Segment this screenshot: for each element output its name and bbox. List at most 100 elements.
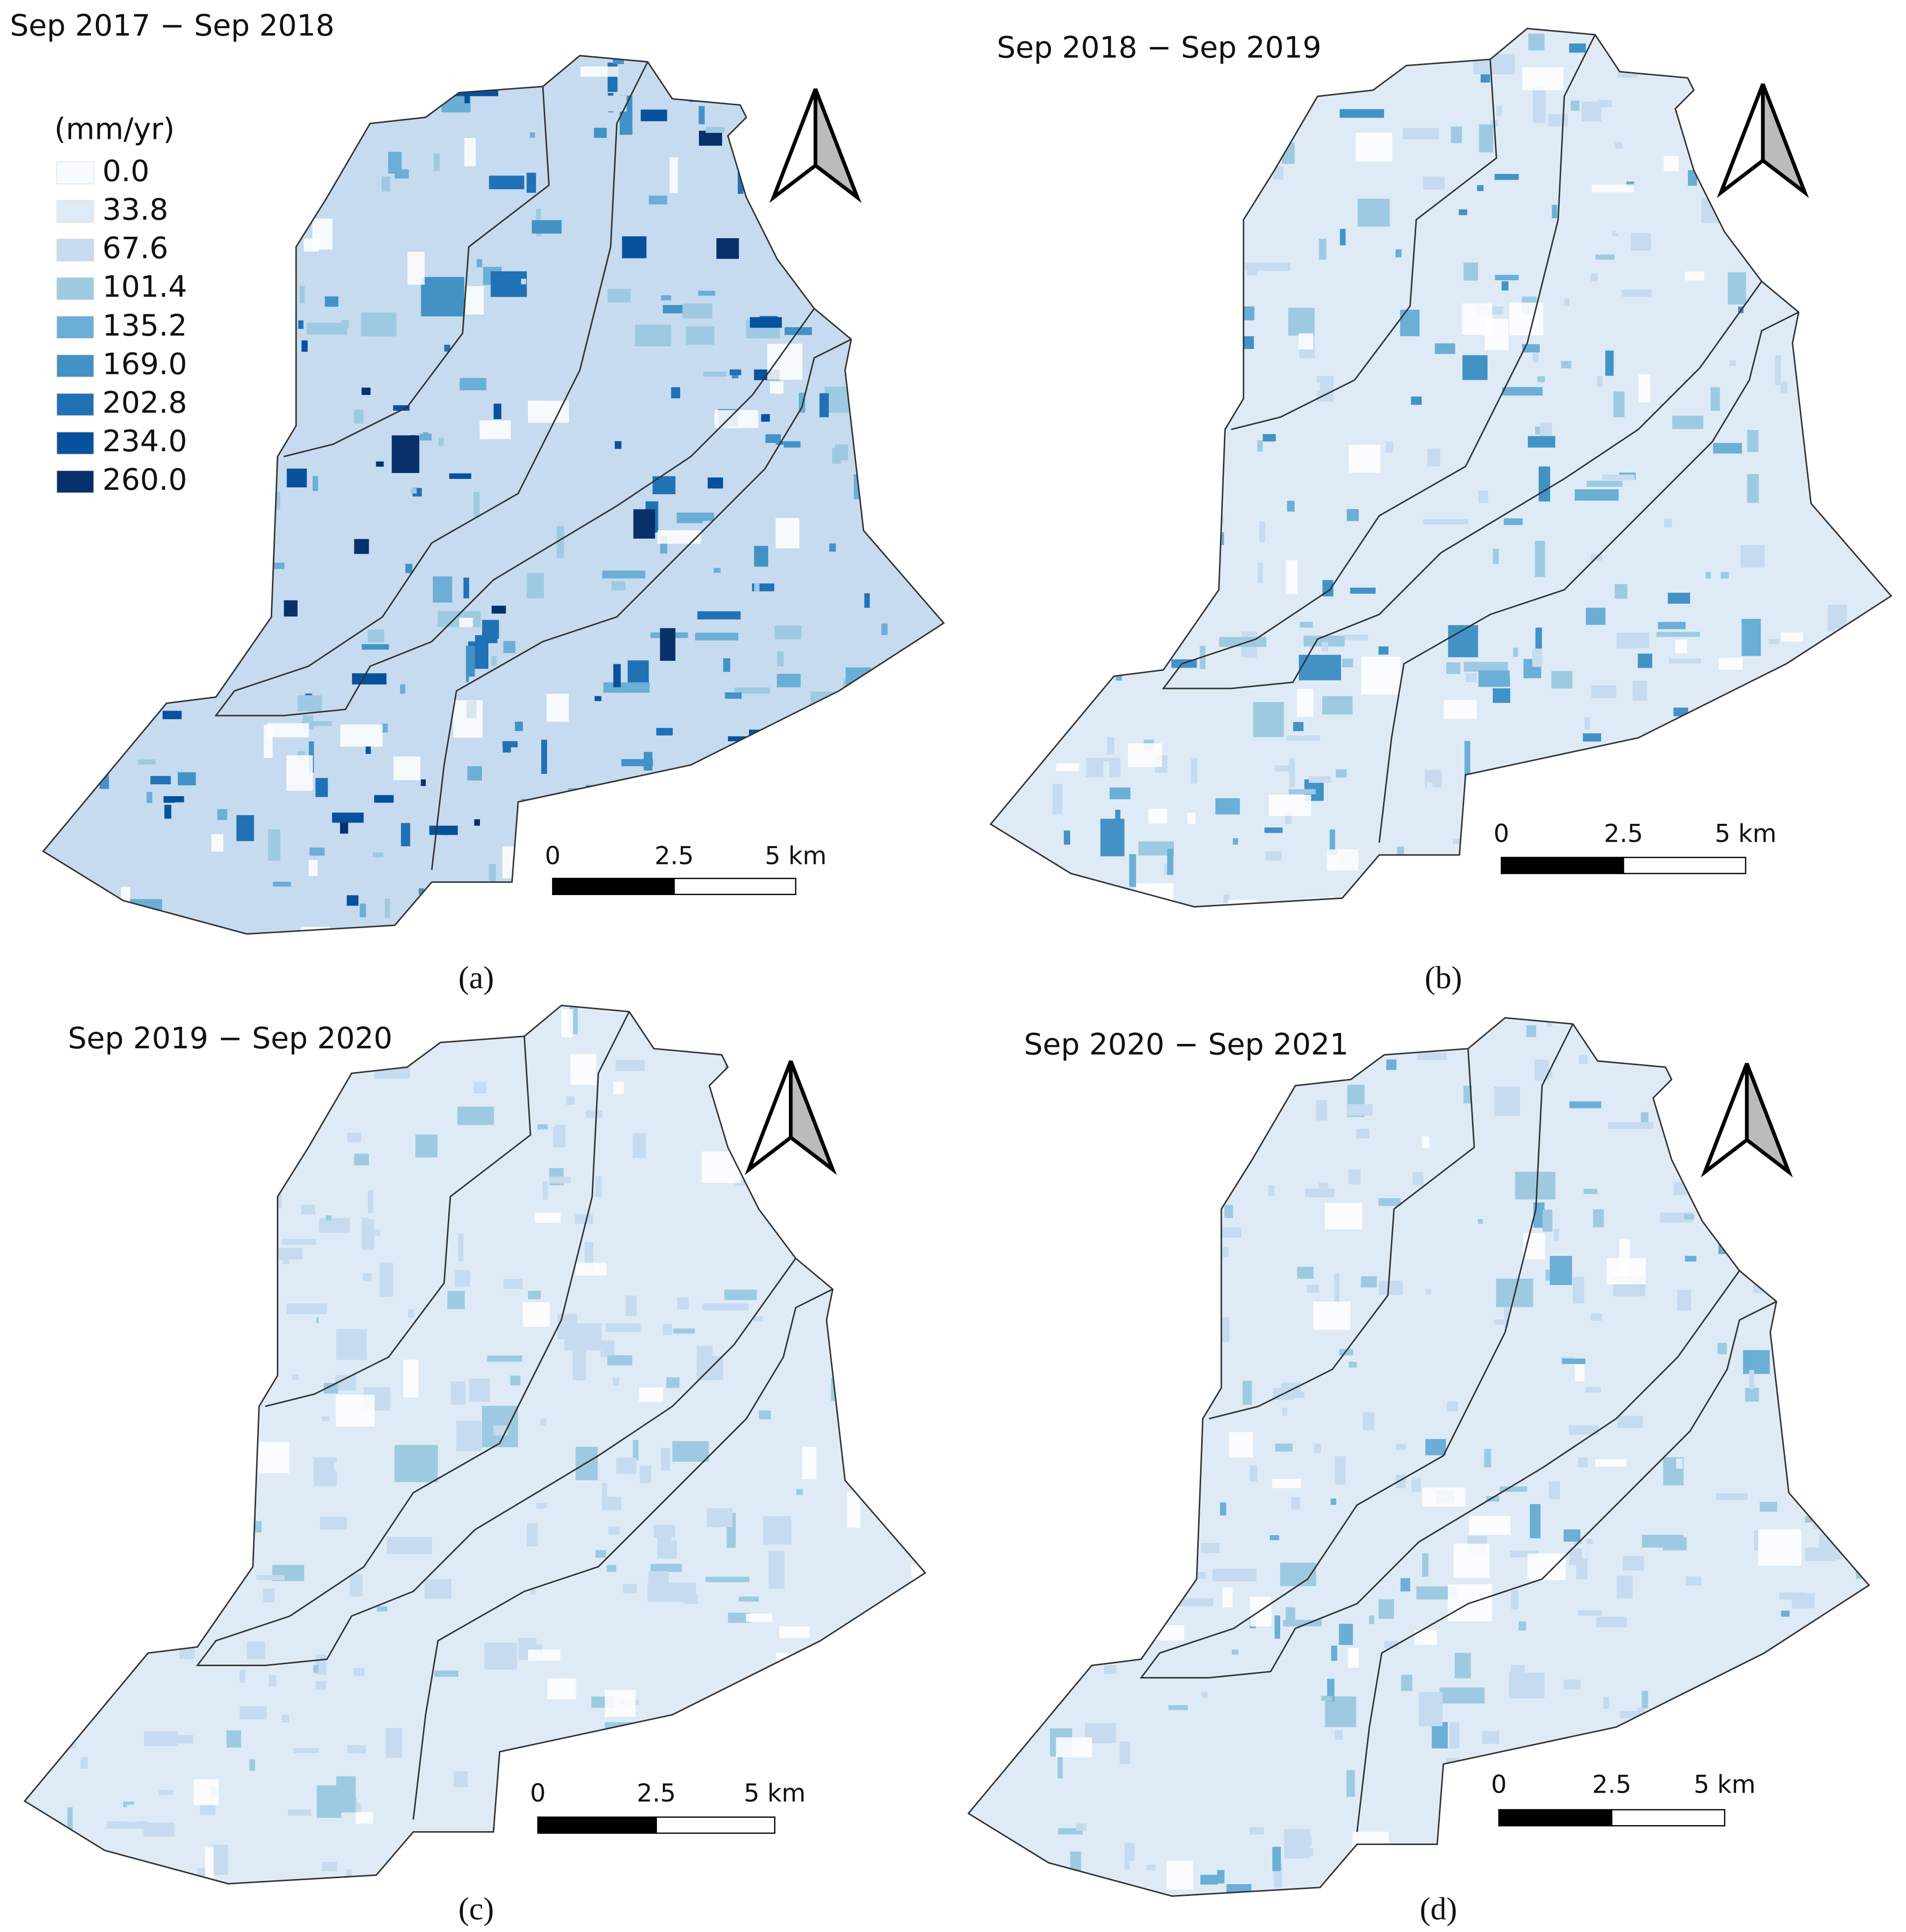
raster-patch	[1335, 1730, 1343, 1740]
raster-patch	[1100, 818, 1125, 857]
raster-patch	[199, 158, 215, 173]
raster-patch	[1125, 568, 1139, 593]
raster-patch	[701, 1201, 714, 1207]
raster-patch	[1563, 1679, 1581, 1690]
raster-patch	[1664, 518, 1672, 528]
no-data-patch	[1297, 688, 1313, 717]
raster-patch	[1286, 735, 1320, 741]
raster-patch	[843, 1311, 858, 1319]
raster-patch	[177, 772, 196, 785]
raster-patch	[474, 1081, 486, 1094]
scale-bar-label: 5 km	[1694, 1770, 1756, 1799]
raster-patch	[434, 1670, 459, 1677]
raster-patch	[268, 1675, 276, 1686]
raster-patch	[1814, 1838, 1822, 1856]
raster-patch	[566, 261, 580, 294]
no-data-patch	[605, 1690, 636, 1717]
raster-patch	[73, 1086, 82, 1113]
raster-patch	[382, 176, 390, 192]
raster-patch	[1544, 1611, 1557, 1632]
raster-patch	[1549, 1481, 1560, 1500]
raster-patch	[1584, 717, 1590, 730]
raster-patch	[1001, 123, 1009, 139]
raster-patch	[322, 1416, 330, 1421]
raster-patch	[526, 1523, 538, 1546]
raster-patch	[1102, 532, 1109, 543]
raster-patch	[1178, 343, 1187, 365]
raster-patch	[510, 1375, 520, 1386]
raster-patch	[491, 656, 497, 666]
raster-patch	[290, 286, 296, 292]
raster-patch	[1147, 1317, 1168, 1325]
raster-patch	[1052, 783, 1063, 815]
raster-patch	[1282, 1408, 1288, 1416]
raster-patch	[865, 622, 882, 637]
raster-patch	[159, 1790, 173, 1795]
raster-patch	[374, 795, 394, 803]
raster-patch	[39, 1350, 49, 1356]
raster-patch	[53, 1141, 82, 1151]
raster-patch	[282, 1239, 316, 1245]
raster-patch	[1423, 176, 1445, 190]
raster-patch	[757, 931, 764, 934]
raster-patch	[1816, 1698, 1828, 1708]
raster-patch	[419, 888, 425, 895]
raster-patch	[1717, 1343, 1727, 1355]
region-outline	[42, 55, 945, 935]
raster-patch	[405, 1457, 412, 1463]
raster-patch	[325, 1215, 332, 1221]
no-data-patch	[926, 464, 944, 483]
scale-bar-label: 5 km	[765, 841, 826, 870]
no-data-patch	[91, 70, 128, 83]
raster-patch	[1178, 1598, 1213, 1606]
raster-patch	[917, 1691, 923, 1699]
raster-patch	[365, 746, 371, 754]
raster-patch	[575, 1447, 598, 1480]
no-data-patch	[1056, 1737, 1092, 1758]
raster-patch	[621, 1125, 634, 1134]
raster-patch	[276, 1185, 282, 1209]
raster-patch	[1828, 1635, 1836, 1654]
raster-patch	[667, 816, 682, 821]
raster-patch	[892, 693, 899, 720]
no-data-patch	[1509, 302, 1544, 336]
raster-patch	[668, 1126, 690, 1141]
raster-patch	[1132, 1180, 1161, 1192]
raster-patch	[919, 835, 929, 841]
raster-patch	[1340, 109, 1385, 118]
raster-patch	[847, 233, 854, 266]
raster-patch	[1001, 1285, 1046, 1298]
raster-patch	[1067, 332, 1082, 339]
raster-patch	[411, 488, 417, 494]
raster-patch	[892, 765, 898, 778]
raster-patch	[643, 811, 650, 817]
legend: (mm/yr)0.033.867.6101.4135.2169.0202.823…	[54, 112, 187, 497]
raster-patch	[188, 371, 199, 377]
no-data-patch	[1469, 1516, 1511, 1535]
raster-patch	[1641, 460, 1657, 473]
raster-patch	[756, 444, 784, 453]
raster-patch	[1856, 1543, 1869, 1579]
raster-patch	[542, 1181, 548, 1200]
district-boundary	[283, 86, 550, 458]
raster-patch	[74, 1342, 104, 1349]
raster-patch	[1557, 814, 1569, 826]
raster-patch	[1195, 174, 1226, 190]
raster-patch	[615, 1060, 645, 1072]
no-data-patch	[1327, 849, 1358, 871]
no-data-patch	[884, 1025, 918, 1047]
raster-patch	[334, 1462, 367, 1471]
no-data-patch	[71, 1876, 94, 1884]
raster-patch	[793, 902, 798, 918]
raster-patch	[69, 1464, 83, 1488]
raster-patch	[607, 289, 631, 302]
raster-patch	[1863, 152, 1892, 166]
raster-patch	[1144, 104, 1159, 111]
raster-patch	[626, 1869, 637, 1884]
no-data-patch	[883, 859, 914, 885]
raster-patch	[423, 432, 429, 440]
raster-patch	[974, 1666, 996, 1674]
raster-patch	[1574, 489, 1619, 501]
raster-patch	[1116, 638, 1150, 644]
raster-patch	[361, 644, 389, 650]
